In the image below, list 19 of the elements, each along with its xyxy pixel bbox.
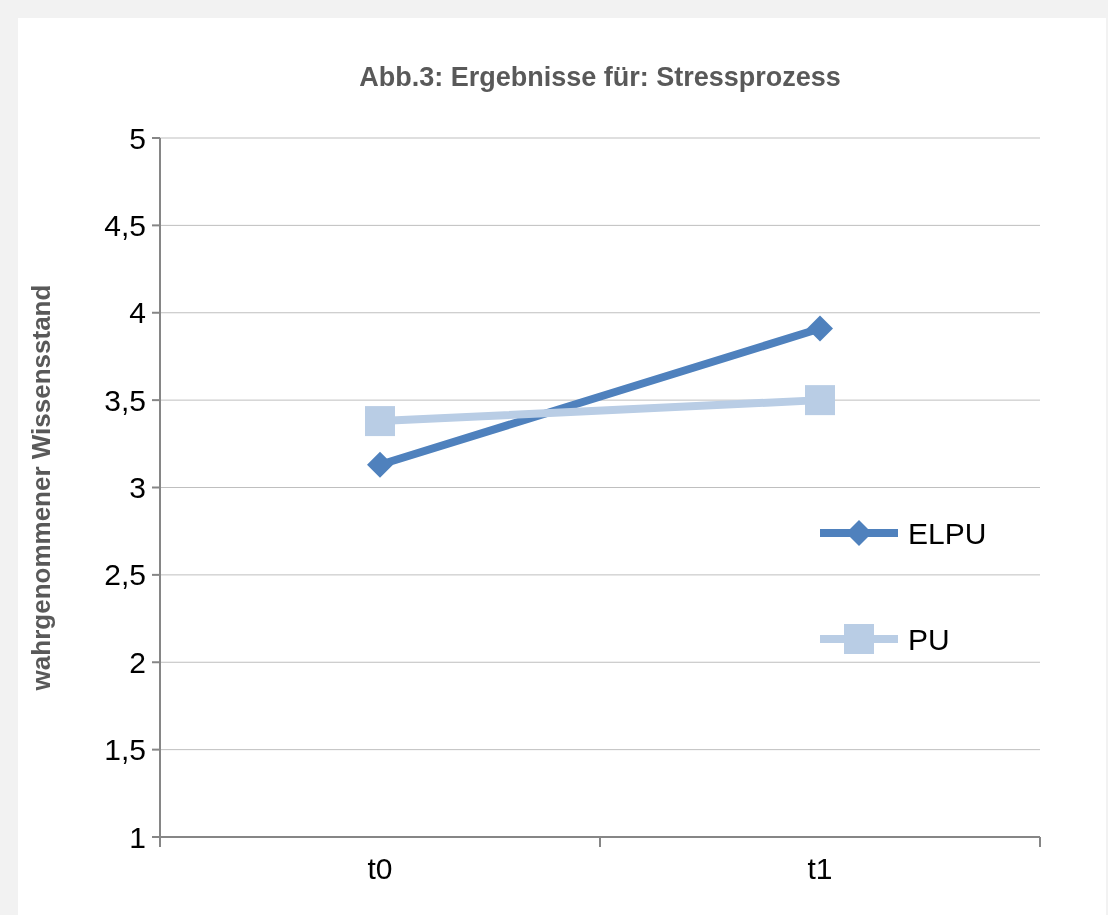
legend-label: ELPU <box>908 516 987 550</box>
y-tick-label: 1,5 <box>104 733 146 767</box>
legend-label: PU <box>908 622 950 656</box>
y-tick-label: 3,5 <box>104 383 146 417</box>
y-tick-label: 5 <box>129 121 146 155</box>
point <box>807 315 833 342</box>
y-tick-label: 4 <box>129 296 146 330</box>
y-tick-label: 1 <box>129 820 146 854</box>
y-tick-label: 4,5 <box>104 208 146 242</box>
point <box>367 451 393 478</box>
y-tick-label: 2 <box>129 645 146 679</box>
x-tick-label: t0 <box>367 852 393 885</box>
point <box>365 406 395 437</box>
y-axis-title: wahrgenommener Wissensstand <box>26 284 56 692</box>
y-tick-label: 2,5 <box>104 558 146 592</box>
y-tick-label: 3 <box>129 471 146 504</box>
chart-title: Abb.3: Ergebnisse für: Stressprozess <box>359 62 841 92</box>
point <box>805 385 835 416</box>
x-tick-label: t1 <box>807 852 833 885</box>
